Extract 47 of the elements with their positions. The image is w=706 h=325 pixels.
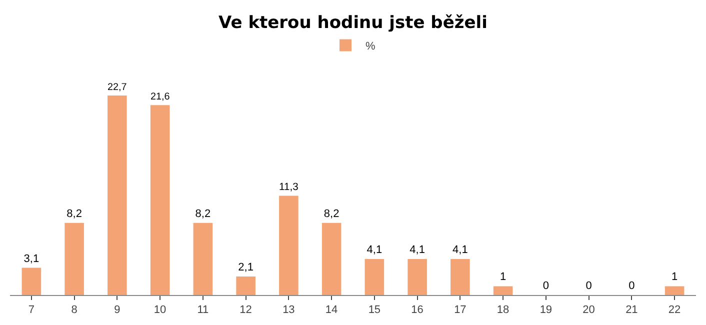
legend-label: % (366, 40, 376, 53)
bar (664, 286, 684, 295)
data-label: 8,2 (195, 208, 211, 220)
data-label: 1 (500, 271, 506, 284)
x-tick-label: 8 (71, 304, 78, 316)
x-tick-label: 11 (197, 304, 209, 316)
x-tick-label: 18 (496, 304, 510, 316)
data-label: 0 (586, 280, 592, 292)
data-label: 21,6 (150, 91, 170, 102)
x-tick-label: 22 (668, 304, 681, 316)
bar (493, 286, 513, 295)
data-label: 0 (628, 280, 635, 292)
data-label: 2,1 (238, 262, 254, 274)
data-label: 4,1 (452, 244, 468, 256)
bar (408, 258, 427, 295)
bar (364, 258, 384, 295)
data-label: 4,1 (366, 244, 382, 256)
bar (322, 222, 342, 295)
data-label: 3,1 (24, 252, 40, 265)
data-label: 8,2 (66, 208, 82, 220)
x-tick-label: 10 (154, 304, 166, 316)
x-tick-label: 7 (28, 304, 35, 316)
bar (193, 222, 213, 295)
x-tick-label: 17 (454, 304, 466, 316)
data-label: 8,2 (324, 208, 340, 220)
bar (279, 196, 298, 295)
bar (236, 276, 256, 295)
data-label: 11,3 (279, 182, 299, 193)
x-tick-label: 20 (582, 304, 595, 316)
x-tick-label: 16 (411, 304, 424, 316)
bar (108, 96, 127, 295)
data-label: 4,1 (410, 244, 425, 256)
chart-title: Ve kterou hodinu jste běželi (218, 13, 488, 34)
x-tick-label: 9 (114, 304, 120, 316)
bar (150, 105, 170, 295)
x-tick-label: 19 (540, 304, 552, 316)
data-label: 1 (672, 271, 678, 284)
data-label: 0 (542, 280, 549, 292)
x-tick-label: 12 (240, 304, 252, 316)
bar (450, 258, 470, 295)
data-label: 22,7 (108, 82, 127, 93)
bar (64, 222, 84, 295)
x-tick-label: 14 (325, 304, 338, 316)
x-tick-label: 15 (368, 304, 381, 316)
x-tick-label: 21 (626, 304, 638, 316)
x-tick-label: 13 (282, 304, 295, 316)
bar (22, 268, 42, 295)
